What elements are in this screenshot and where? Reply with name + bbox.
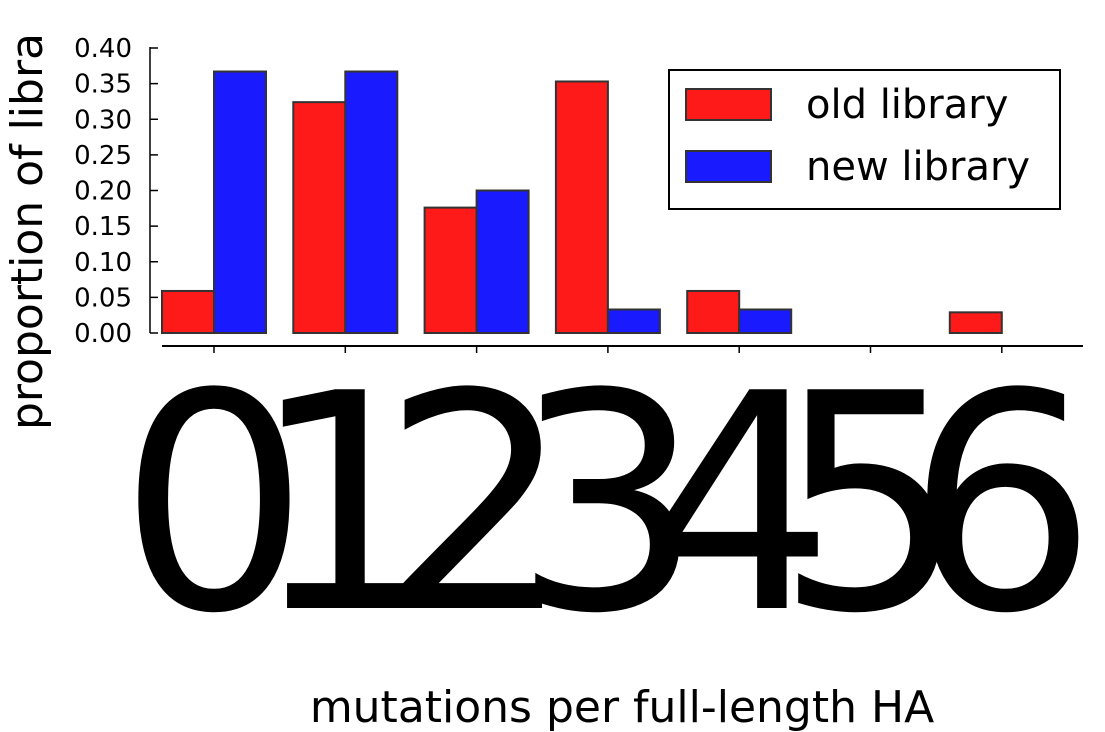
bar-old-library-3 <box>554 80 609 334</box>
bar-new-library-3 <box>606 308 661 334</box>
bar-new-library-1 <box>344 70 399 334</box>
legend-label-old-library: old library <box>806 82 1008 128</box>
bar-new-library-0 <box>213 70 267 334</box>
y-tick-label: 0.00 <box>74 319 132 349</box>
x-tick-label-2: 2 <box>381 330 572 679</box>
y-tick-label: 0.30 <box>74 105 132 135</box>
x-tick-label-6: 6 <box>906 330 1097 679</box>
y-tick-label: 0.25 <box>74 141 132 171</box>
legend-swatch-old-library <box>685 88 772 121</box>
legend: old library new library <box>668 69 1061 210</box>
y-tick-label: 0.40 <box>74 34 132 64</box>
legend-label-new-library: new library <box>806 144 1030 190</box>
x-axis-label: mutations per full-length HA <box>310 682 934 732</box>
bar-new-library-4 <box>738 308 793 334</box>
x-tick-label-3: 3 <box>512 330 703 679</box>
bar-old-library-6 <box>948 311 1003 334</box>
bar-old-library-1 <box>292 101 347 335</box>
bar-new-library-2 <box>475 189 530 334</box>
x-tick-label-1: 1 <box>250 330 441 679</box>
y-axis: 0.00 0.05 0.10 0.15 0.20 0.25 0.30 0.35 0.40 <box>74 34 158 349</box>
y-tick-label: 0.20 <box>74 177 132 207</box>
bar-old-library-0 <box>161 289 215 334</box>
bar-old-library-4 <box>686 289 741 334</box>
x-tick-label-5: 5 <box>775 330 966 679</box>
y-tick-label: 0.35 <box>74 70 132 100</box>
y-tick-label: 0.05 <box>74 283 132 313</box>
y-axis-label: proportion of libra <box>2 33 53 430</box>
x-tick-label-4: 4 <box>644 330 835 679</box>
legend-swatch-new-library <box>685 150 772 183</box>
bar-old-library-2 <box>423 206 478 335</box>
bars-group <box>161 70 1003 335</box>
y-tick-label: 0.15 <box>74 212 132 242</box>
x-tick-label-0: 0 <box>119 330 310 679</box>
y-tick-label: 0.10 <box>74 248 132 278</box>
